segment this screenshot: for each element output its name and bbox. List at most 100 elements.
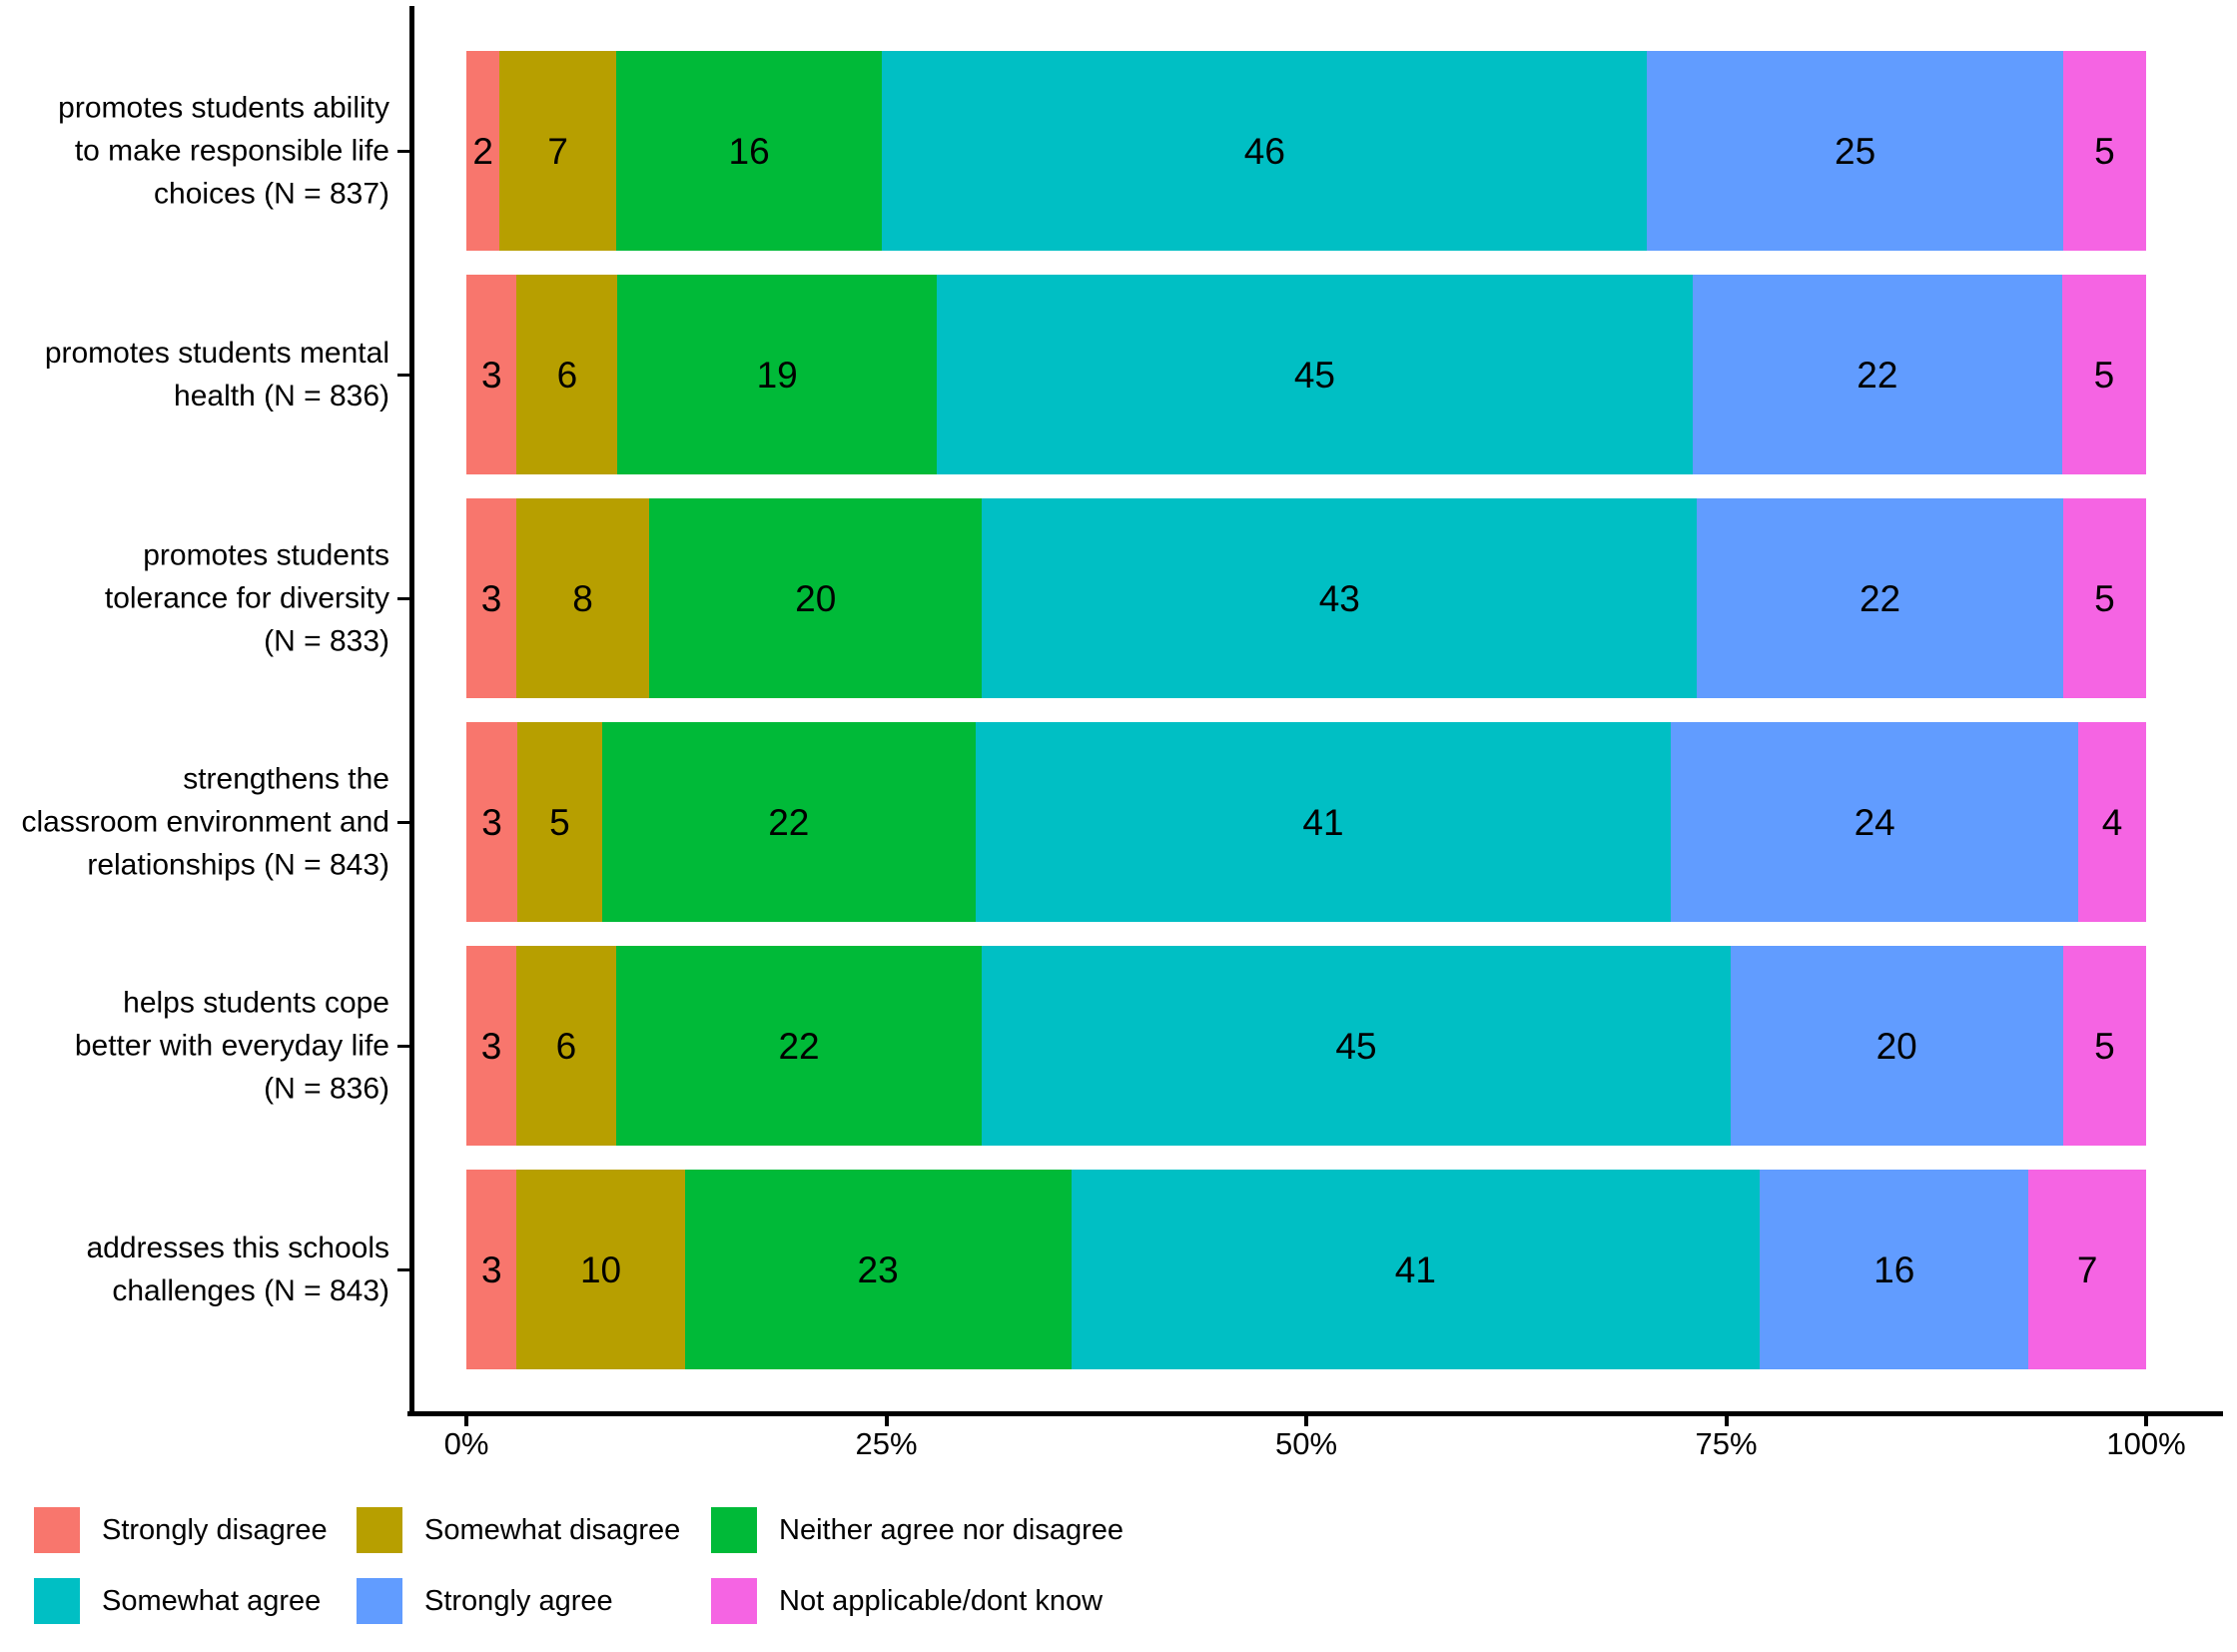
y-axis-tick [397, 1044, 409, 1048]
bar-segment-somewhat-disagree: 6 [516, 275, 618, 474]
bar-value-label: 25 [1835, 130, 1876, 172]
x-axis-tick-label: 100% [2106, 1426, 2186, 1461]
x-axis-tick-label: 0% [443, 1426, 489, 1461]
bar-segment-strongly-agree: 22 [1697, 498, 2063, 698]
bar-value-label: 22 [778, 1025, 820, 1067]
legend-label: Somewhat agree [102, 1584, 322, 1617]
bar-value-label: 45 [1293, 354, 1335, 396]
bar-value-label: 5 [2093, 354, 2115, 396]
bar-value-label: 20 [795, 577, 837, 619]
x-axis-tick [1304, 1416, 1308, 1426]
bar-segment-neither-agree-nor-disagree: 16 [615, 51, 883, 251]
y-axis-tick [397, 820, 409, 824]
bar-segment-somewhat-agree: 45 [936, 275, 1693, 474]
bar-segment-neither-agree-nor-disagree: 20 [649, 498, 983, 698]
category-label: strengthens the classroom environment an… [21, 762, 389, 882]
bar-value-label: 20 [1875, 1025, 1917, 1067]
legend-label: Not applicable/dont know [779, 1584, 1104, 1617]
bar-segment-somewhat-agree: 43 [982, 498, 1698, 698]
x-axis-line [407, 1411, 2223, 1416]
y-axis-tick [397, 1267, 409, 1271]
legend-label: Strongly agree [424, 1584, 613, 1617]
bar-segment-strongly-agree: 22 [1692, 275, 2062, 474]
bar-value-label: 23 [857, 1248, 899, 1290]
x-axis-tick [2144, 1416, 2148, 1426]
bar-segment-strongly-disagree: 3 [466, 946, 516, 1146]
bar-value-label: 5 [2094, 1025, 2115, 1067]
legend-item: Somewhat agree [34, 1578, 321, 1624]
bar-segment-strongly-disagree: 3 [466, 275, 517, 474]
bar-row: 2 7 16 46 25 5 [466, 51, 2147, 251]
bar-segment-strongly-disagree: 3 [466, 498, 516, 698]
x-axis-tick [464, 1416, 468, 1426]
bar-value-label: 41 [1394, 1248, 1436, 1290]
bar-value-label: 43 [1318, 577, 1360, 619]
bar-row: 3 6 19 45 22 5 [466, 275, 2146, 474]
bar-value-label: 5 [549, 801, 570, 843]
bar-segment-not-applicable-dont-know: 4 [2078, 722, 2146, 922]
bar-segment-neither-agree-nor-disagree: 23 [684, 1170, 1072, 1369]
legend-swatch [34, 1507, 80, 1553]
legend-label: Strongly disagree [102, 1513, 328, 1546]
x-axis-tick-label: 25% [855, 1426, 918, 1461]
bar-value-label: 7 [547, 130, 568, 172]
bar-segment-somewhat-disagree: 5 [516, 722, 602, 922]
bar-row: 3 8 20 43 22 5 [466, 498, 2146, 698]
bar-segment-not-applicable-dont-know: 5 [2062, 51, 2147, 251]
bar-value-label: 46 [1243, 130, 1285, 172]
legend-swatch [34, 1578, 80, 1624]
bar-value-label: 22 [1859, 577, 1901, 619]
bar-segment-somewhat-agree: 41 [1071, 1170, 1761, 1369]
y-axis-tick [397, 149, 409, 153]
bar-segment-neither-agree-nor-disagree: 19 [617, 275, 937, 474]
bar-segment-somewhat-disagree: 10 [516, 1170, 685, 1369]
bar-value-label: 16 [728, 130, 770, 172]
bar-segment-somewhat-disagree: 7 [499, 51, 616, 251]
bar-value-label: 5 [2094, 577, 2115, 619]
bar-segment-not-applicable-dont-know: 5 [2061, 275, 2146, 474]
bar-segment-strongly-disagree: 2 [466, 51, 500, 251]
legend-item: Neither agree nor disagree [711, 1507, 1123, 1553]
bar-segment-not-applicable-dont-know: 5 [2062, 498, 2146, 698]
bar-value-label: 3 [480, 1248, 502, 1290]
legend-item: Strongly agree [357, 1578, 613, 1624]
bar-value-label: 45 [1335, 1025, 1377, 1067]
category-label: promotes students mental health (N = 836… [44, 337, 389, 413]
category-label: addresses this schools challenges (N = 8… [86, 1232, 390, 1307]
bar-segment-somewhat-agree: 41 [975, 722, 1672, 922]
bar-value-label: 4 [2101, 801, 2123, 843]
bar-value-label: 19 [756, 354, 798, 396]
y-axis-tick [397, 596, 409, 600]
legend-item: Strongly disagree [34, 1507, 328, 1553]
bar-value-label: 3 [480, 577, 502, 619]
legend-item: Not applicable/dont know [711, 1578, 1103, 1624]
legend-label: Somewhat disagree [424, 1513, 681, 1546]
bar-value-label: 6 [555, 1025, 577, 1067]
bar-value-label: 24 [1854, 801, 1895, 843]
bar-segment-strongly-agree: 20 [1730, 946, 2063, 1146]
category-label: promotes students ability to make respon… [58, 91, 389, 211]
bar-row: 3 6 22 45 20 5 [466, 946, 2146, 1146]
bar-segment-somewhat-agree: 45 [982, 946, 1731, 1146]
bar-value-label: 8 [572, 577, 593, 619]
bar-value-label: 2 [472, 130, 493, 172]
bar-value-label: 10 [579, 1248, 622, 1290]
bar-row: 3 10 23 41 16 7 [466, 1170, 2146, 1369]
bar-value-label: 16 [1873, 1248, 1915, 1290]
x-axis-tick-label: 50% [1274, 1426, 1338, 1461]
bar-segment-strongly-agree: 25 [1647, 51, 2063, 251]
bar-value-label: 3 [481, 801, 502, 843]
bar-value-label: 5 [2094, 130, 2115, 172]
x-axis-tick [1724, 1416, 1729, 1426]
bar-segment-not-applicable-dont-know: 5 [2062, 946, 2146, 1146]
bar-value-label: 41 [1302, 801, 1344, 843]
legend-label: Neither agree nor disagree [779, 1513, 1123, 1546]
y-axis-tick [397, 373, 409, 377]
bar-segment-somewhat-disagree: 6 [515, 946, 616, 1146]
x-axis-tick [884, 1416, 889, 1426]
category-label: promotes students tolerance for diversit… [104, 538, 389, 658]
bar-row: 3 5 22 41 24 4 [466, 722, 2146, 922]
bar-value-label: 3 [480, 1025, 502, 1067]
legend-swatch [711, 1578, 757, 1624]
bar-segment-neither-agree-nor-disagree: 22 [601, 722, 976, 922]
